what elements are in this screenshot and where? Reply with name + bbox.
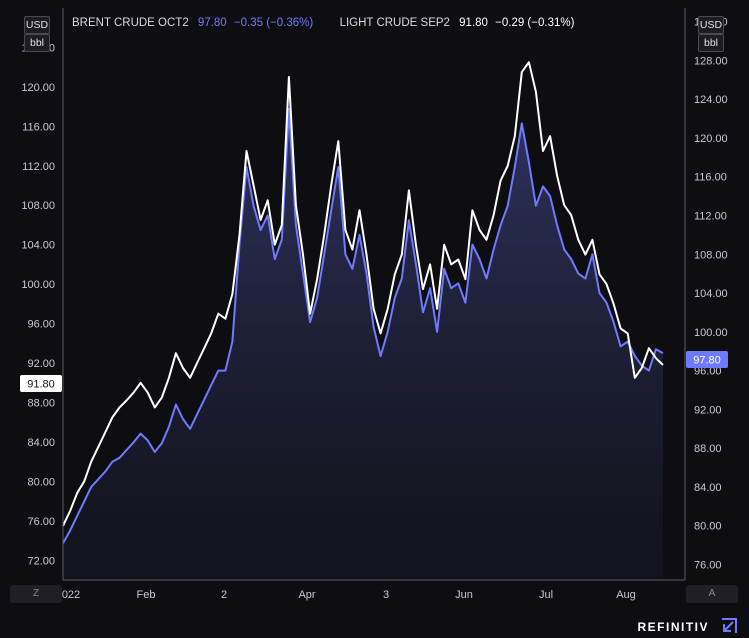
chart-legend: BRENT CRUDE OCT2 97.80 −0.35 (−0.36%) LI…	[72, 17, 578, 29]
left-axis-ticks: 72.00 76.00 80.00 84.00 88.00 92.00 96.00 100.0…	[21, 42, 55, 567]
x-tick-label: 2	[221, 589, 227, 601]
right-tick-label: 108.00	[694, 249, 728, 261]
right-currency-label: USD	[698, 16, 724, 34]
left-price-tag: 91.80	[20, 375, 62, 392]
left-tick-label: 84.00	[27, 437, 55, 449]
left-tick-label: 116.00	[22, 121, 55, 133]
x-tick-label: Feb	[137, 589, 156, 601]
right-tick-label: 84.00	[694, 482, 722, 494]
chart-lines	[62, 61, 664, 544]
right-unit-label: bbl	[698, 34, 724, 52]
x-tick-label: Jun	[455, 589, 473, 601]
right-tick-label: 88.00	[694, 443, 722, 455]
left-tick-label: 88.00	[27, 397, 55, 409]
right-tick-label: 80.00	[694, 521, 722, 533]
x-tick-label: Apr	[298, 589, 315, 601]
left-tick-label: 96.00	[27, 319, 55, 331]
auto-scale-button[interactable]: A	[686, 585, 738, 603]
series2-change: −0.29 (−0.31%)	[495, 17, 575, 29]
right-axis-ticks: 76.00 80.00 84.00 88.00 92.00 96.00 100.00 104.…	[694, 17, 728, 572]
refinitiv-logo-icon	[722, 618, 737, 633]
right-price-tag-text: 97.80	[693, 355, 721, 367]
left-price-tag-text: 91.80	[27, 379, 55, 391]
series2-value: 91.80	[459, 17, 488, 29]
right-tick-label: 104.00	[694, 288, 728, 300]
right-tick-label: 96.00	[694, 366, 722, 378]
left-tick-label: 104.00	[21, 240, 55, 252]
x-tick-label: 3	[383, 589, 389, 601]
left-tick-label: 108.00	[21, 200, 55, 212]
x-tick-label: 022	[62, 589, 80, 601]
right-tick-label: 128.00	[694, 55, 728, 67]
series2-name: LIGHT CRUDE SEP2	[339, 17, 450, 29]
left-tick-label: 100.00	[21, 279, 55, 291]
x-tick-label: Jul	[539, 589, 553, 601]
right-tick-label: 120.00	[694, 133, 728, 145]
light-crude-series-line	[62, 61, 664, 527]
chart-area	[63, 108, 663, 581]
brent-area-fill	[63, 108, 663, 581]
left-tick-label: 76.00	[27, 516, 55, 528]
left-tick-label: 72.00	[27, 555, 55, 567]
left-tick-label: 92.00	[27, 358, 55, 370]
series1-name: BRENT CRUDE OCT2	[72, 17, 189, 29]
series1-value: 97.80	[197, 17, 227, 29]
zoom-button[interactable]: Z	[10, 585, 62, 603]
x-tick-label: Aug	[616, 589, 636, 601]
right-tick-label: 76.00	[694, 559, 722, 571]
right-tick-label: 112.00	[694, 210, 727, 222]
left-tick-label: 112.00	[22, 161, 55, 173]
brent-series-line	[62, 107, 664, 544]
right-price-tag: 97.80	[686, 351, 728, 368]
right-tick-label: 124.00	[694, 94, 728, 106]
left-tick-label: 120.00	[21, 82, 55, 94]
right-tick-label: 100.00	[694, 327, 728, 339]
left-currency-label: USD	[24, 16, 50, 34]
left-tick-label: 80.00	[27, 476, 55, 488]
brand-logo-text: REFINITIV	[637, 620, 709, 634]
x-axis-ticks: 022 Feb 2 Apr 3 Jun Jul Aug	[62, 589, 636, 601]
series1-change: −0.35 (−0.36%)	[233, 17, 314, 29]
right-tick-label: 116.00	[694, 172, 727, 184]
left-unit-label: bbl	[24, 34, 50, 52]
right-tick-label: 92.00	[694, 404, 722, 416]
